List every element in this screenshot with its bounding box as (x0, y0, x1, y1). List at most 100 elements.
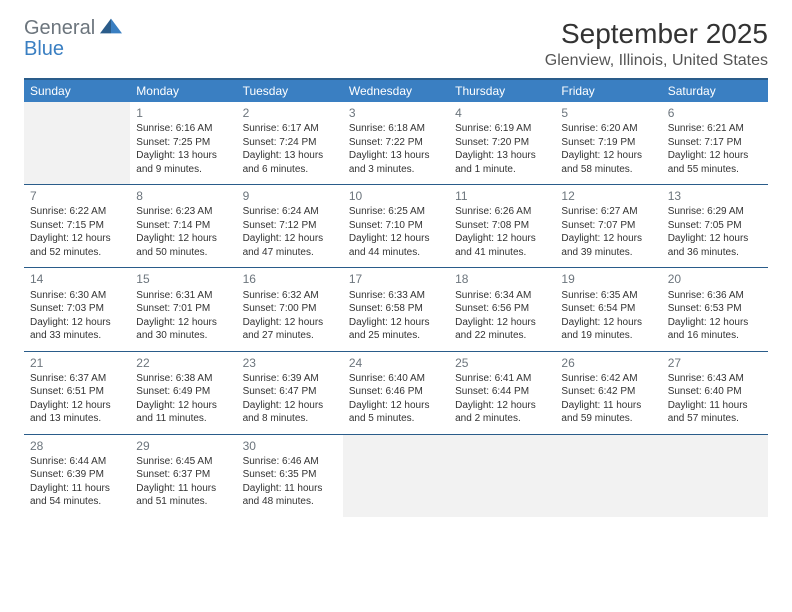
calendar-day-cell: 26Sunrise: 6:42 AMSunset: 6:42 PMDayligh… (555, 351, 661, 434)
daylight-text: Daylight: 12 hours and 39 minutes. (561, 232, 655, 259)
sunrise-text: Sunrise: 6:41 AM (455, 372, 549, 386)
day-number: 5 (561, 105, 655, 121)
daylight-text: Daylight: 11 hours and 51 minutes. (136, 482, 230, 509)
sunset-text: Sunset: 6:47 PM (243, 385, 337, 399)
sunrise-text: Sunrise: 6:29 AM (668, 205, 762, 219)
sunset-text: Sunset: 6:53 PM (668, 302, 762, 316)
day-number: 9 (243, 188, 337, 204)
sunset-text: Sunset: 7:07 PM (561, 219, 655, 233)
daylight-text: Daylight: 13 hours and 3 minutes. (349, 149, 443, 176)
sunrise-text: Sunrise: 6:34 AM (455, 289, 549, 303)
sunset-text: Sunset: 6:40 PM (668, 385, 762, 399)
calendar-day-cell: 25Sunrise: 6:41 AMSunset: 6:44 PMDayligh… (449, 351, 555, 434)
sunrise-text: Sunrise: 6:31 AM (136, 289, 230, 303)
day-number: 28 (30, 438, 124, 454)
sunrise-text: Sunrise: 6:19 AM (455, 122, 549, 136)
day-number: 20 (668, 271, 762, 287)
weekday-header: Sunday (24, 79, 130, 102)
daylight-text: Daylight: 12 hours and 30 minutes. (136, 316, 230, 343)
calendar-day-cell: 11Sunrise: 6:26 AMSunset: 7:08 PMDayligh… (449, 185, 555, 268)
sunrise-text: Sunrise: 6:40 AM (349, 372, 443, 386)
day-number: 26 (561, 355, 655, 371)
sunset-text: Sunset: 6:35 PM (243, 468, 337, 482)
day-number: 7 (30, 188, 124, 204)
daylight-text: Daylight: 12 hours and 11 minutes. (136, 399, 230, 426)
sunrise-text: Sunrise: 6:42 AM (561, 372, 655, 386)
daylight-text: Daylight: 11 hours and 48 minutes. (243, 482, 337, 509)
day-number: 8 (136, 188, 230, 204)
day-number: 10 (349, 188, 443, 204)
calendar-day-cell: 16Sunrise: 6:32 AMSunset: 7:00 PMDayligh… (237, 268, 343, 351)
logo-text-block: General Blue (24, 18, 122, 60)
day-number: 11 (455, 188, 549, 204)
sunrise-text: Sunrise: 6:35 AM (561, 289, 655, 303)
weekday-header: Saturday (662, 79, 768, 102)
day-number: 30 (243, 438, 337, 454)
calendar-day-cell: 7Sunrise: 6:22 AMSunset: 7:15 PMDaylight… (24, 185, 130, 268)
daylight-text: Daylight: 12 hours and 58 minutes. (561, 149, 655, 176)
day-number: 16 (243, 271, 337, 287)
sunrise-text: Sunrise: 6:16 AM (136, 122, 230, 136)
sunset-text: Sunset: 6:42 PM (561, 385, 655, 399)
sunset-text: Sunset: 6:58 PM (349, 302, 443, 316)
sunset-text: Sunset: 7:00 PM (243, 302, 337, 316)
sunrise-text: Sunrise: 6:32 AM (243, 289, 337, 303)
sunset-text: Sunset: 7:08 PM (455, 219, 549, 233)
calendar-day-cell: 6Sunrise: 6:21 AMSunset: 7:17 PMDaylight… (662, 102, 768, 185)
daylight-text: Daylight: 12 hours and 47 minutes. (243, 232, 337, 259)
calendar-day-cell: 14Sunrise: 6:30 AMSunset: 7:03 PMDayligh… (24, 268, 130, 351)
sunrise-text: Sunrise: 6:46 AM (243, 455, 337, 469)
daylight-text: Daylight: 12 hours and 8 minutes. (243, 399, 337, 426)
sunrise-text: Sunrise: 6:25 AM (349, 205, 443, 219)
sunrise-text: Sunrise: 6:22 AM (30, 205, 124, 219)
daylight-text: Daylight: 12 hours and 33 minutes. (30, 316, 124, 343)
sunset-text: Sunset: 7:03 PM (30, 302, 124, 316)
sunset-text: Sunset: 7:25 PM (136, 136, 230, 150)
calendar-day-cell: 18Sunrise: 6:34 AMSunset: 6:56 PMDayligh… (449, 268, 555, 351)
calendar-week-row: 1Sunrise: 6:16 AMSunset: 7:25 PMDaylight… (24, 102, 768, 185)
sunset-text: Sunset: 7:05 PM (668, 219, 762, 233)
sunset-text: Sunset: 7:10 PM (349, 219, 443, 233)
calendar-day-cell: 23Sunrise: 6:39 AMSunset: 6:47 PMDayligh… (237, 351, 343, 434)
day-number: 23 (243, 355, 337, 371)
daylight-text: Daylight: 12 hours and 16 minutes. (668, 316, 762, 343)
sunset-text: Sunset: 6:46 PM (349, 385, 443, 399)
location: Glenview, Illinois, United States (545, 52, 768, 70)
calendar-day-cell: 2Sunrise: 6:17 AMSunset: 7:24 PMDaylight… (237, 102, 343, 185)
sunset-text: Sunset: 7:17 PM (668, 136, 762, 150)
calendar-day-cell: 24Sunrise: 6:40 AMSunset: 6:46 PMDayligh… (343, 351, 449, 434)
weekday-header: Tuesday (237, 79, 343, 102)
weekday-header-row: SundayMondayTuesdayWednesdayThursdayFrid… (24, 79, 768, 102)
daylight-text: Daylight: 12 hours and 55 minutes. (668, 149, 762, 176)
calendar-day-cell: 27Sunrise: 6:43 AMSunset: 6:40 PMDayligh… (662, 351, 768, 434)
logo-line1: General (24, 17, 95, 39)
day-number: 14 (30, 271, 124, 287)
calendar-day-cell: 10Sunrise: 6:25 AMSunset: 7:10 PMDayligh… (343, 185, 449, 268)
calendar-day-cell: 29Sunrise: 6:45 AMSunset: 6:37 PMDayligh… (130, 434, 236, 517)
calendar-week-row: 28Sunrise: 6:44 AMSunset: 6:39 PMDayligh… (24, 434, 768, 517)
logo: General Blue (24, 18, 122, 60)
day-number: 15 (136, 271, 230, 287)
title-block: September 2025 Glenview, Illinois, Unite… (545, 18, 768, 70)
daylight-text: Daylight: 13 hours and 9 minutes. (136, 149, 230, 176)
calendar-week-row: 21Sunrise: 6:37 AMSunset: 6:51 PMDayligh… (24, 351, 768, 434)
daylight-text: Daylight: 11 hours and 59 minutes. (561, 399, 655, 426)
sunset-text: Sunset: 7:01 PM (136, 302, 230, 316)
calendar-day-cell (24, 102, 130, 185)
day-number: 3 (349, 105, 443, 121)
calendar-day-cell: 12Sunrise: 6:27 AMSunset: 7:07 PMDayligh… (555, 185, 661, 268)
sunset-text: Sunset: 7:24 PM (243, 136, 337, 150)
sunrise-text: Sunrise: 6:44 AM (30, 455, 124, 469)
sunrise-text: Sunrise: 6:24 AM (243, 205, 337, 219)
sunset-text: Sunset: 6:49 PM (136, 385, 230, 399)
day-number: 17 (349, 271, 443, 287)
calendar-day-cell: 8Sunrise: 6:23 AMSunset: 7:14 PMDaylight… (130, 185, 236, 268)
daylight-text: Daylight: 12 hours and 52 minutes. (30, 232, 124, 259)
daylight-text: Daylight: 12 hours and 19 minutes. (561, 316, 655, 343)
calendar-day-cell: 22Sunrise: 6:38 AMSunset: 6:49 PMDayligh… (130, 351, 236, 434)
day-number: 25 (455, 355, 549, 371)
header: General Blue September 2025 Glenview, Il… (24, 18, 768, 70)
sunset-text: Sunset: 6:37 PM (136, 468, 230, 482)
daylight-text: Daylight: 12 hours and 13 minutes. (30, 399, 124, 426)
daylight-text: Daylight: 12 hours and 2 minutes. (455, 399, 549, 426)
